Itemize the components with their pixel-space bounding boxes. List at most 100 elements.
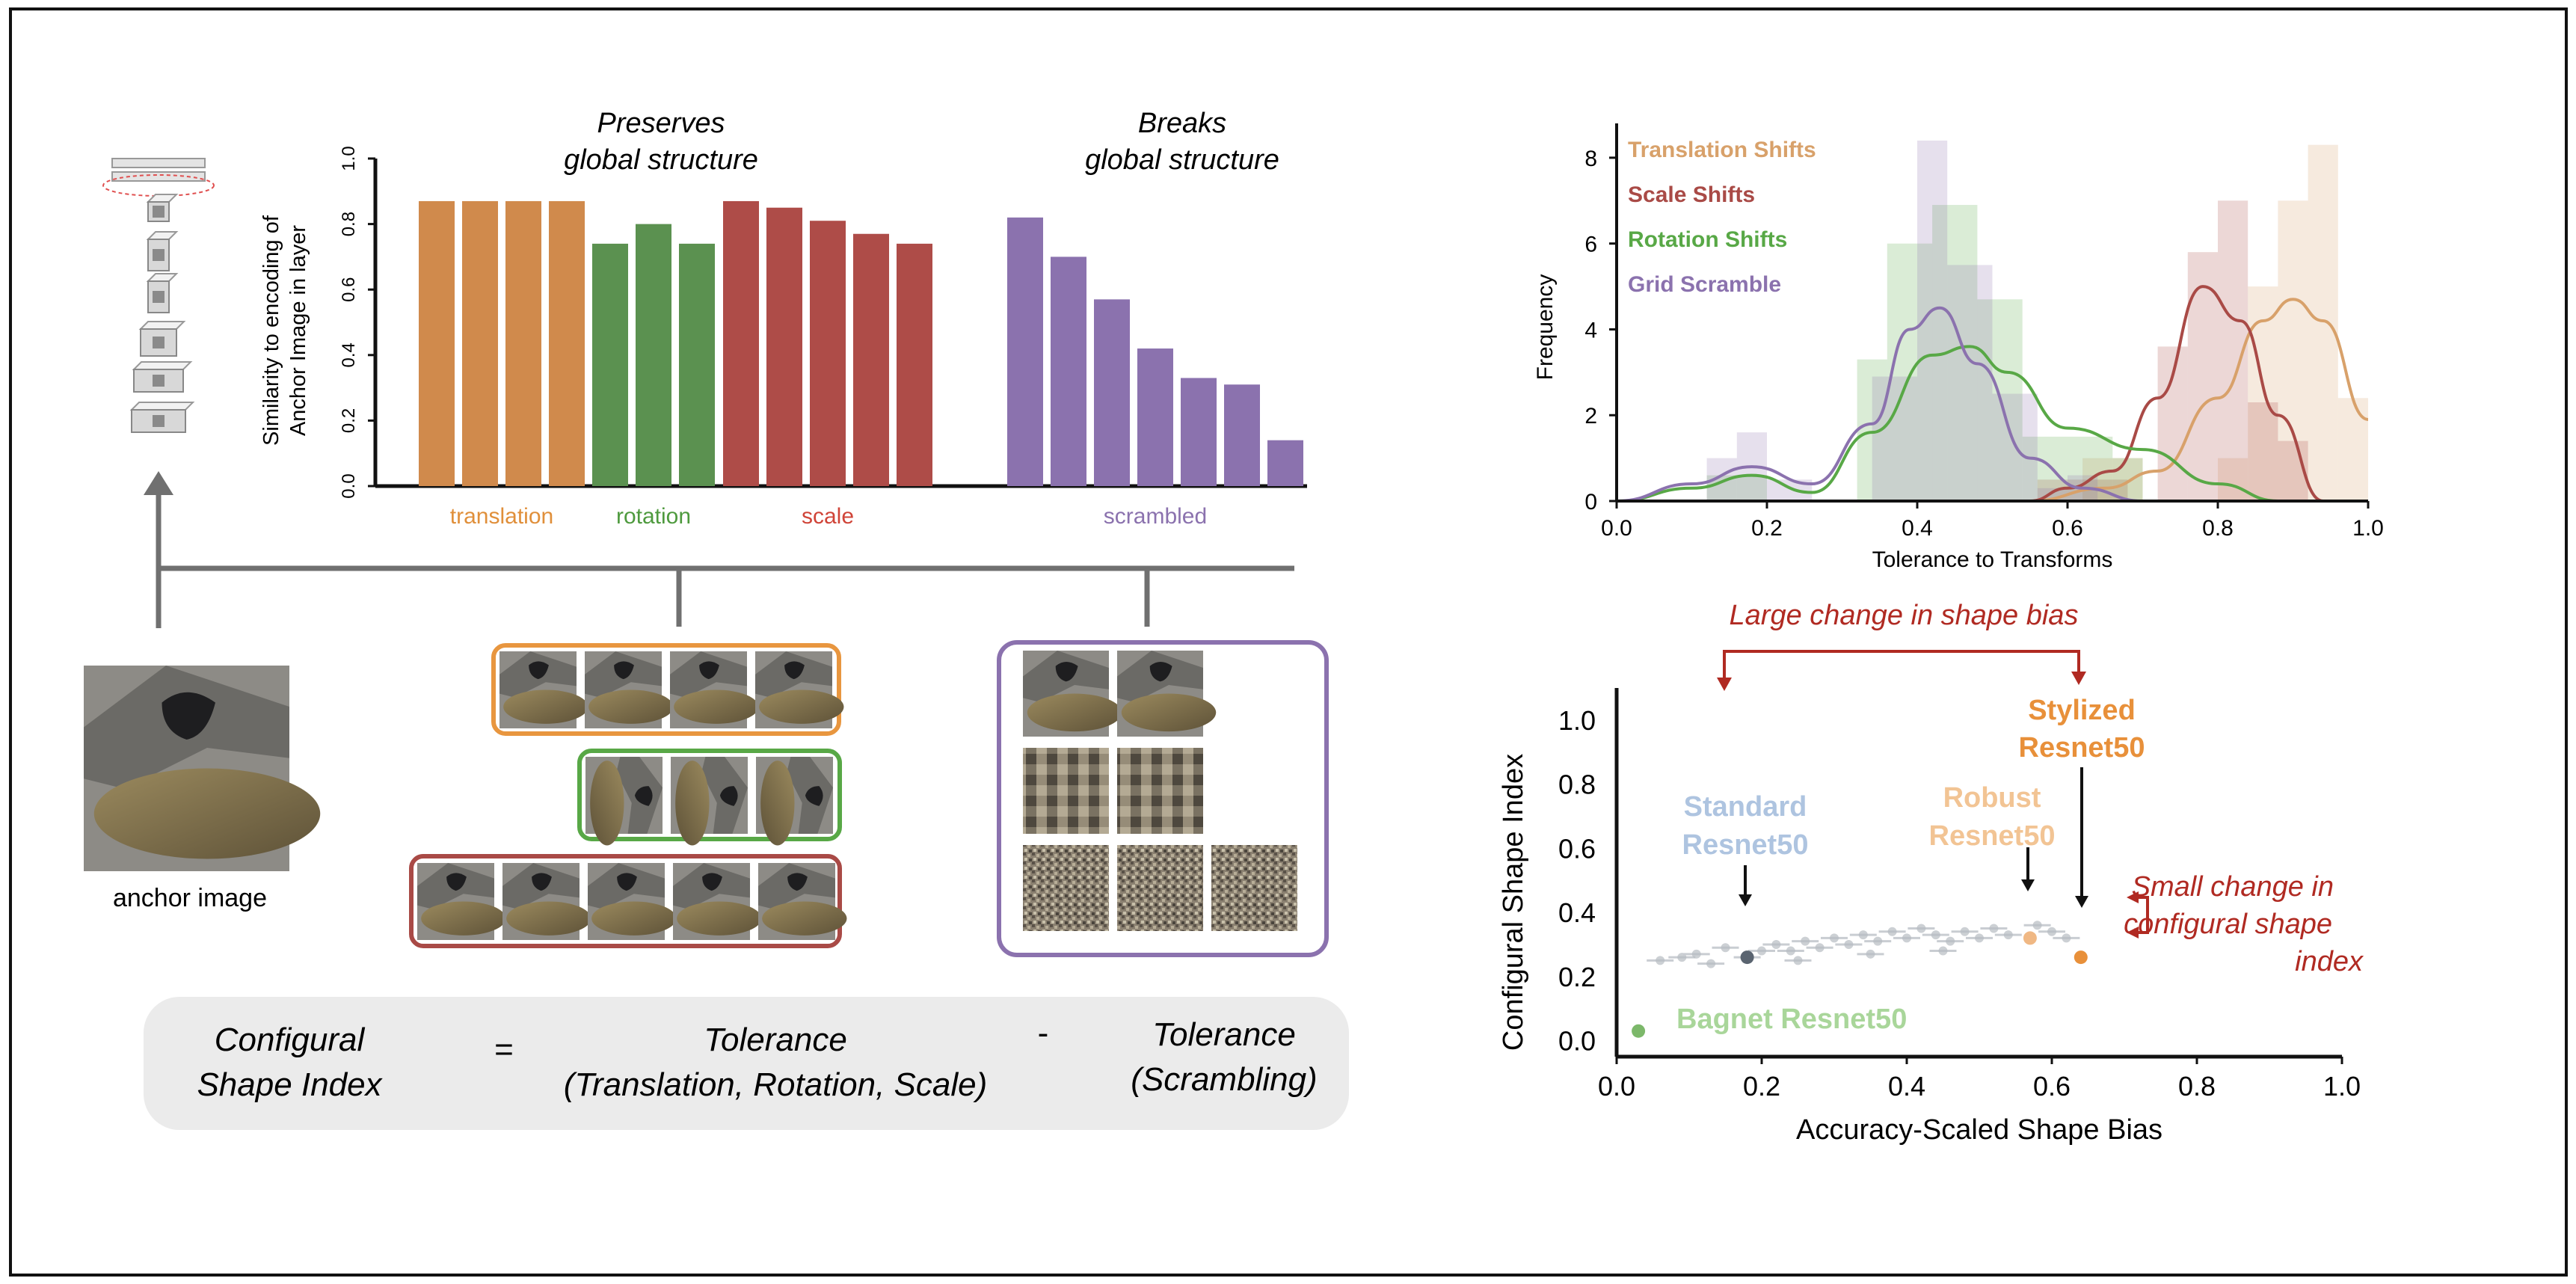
network-kernel bbox=[153, 415, 165, 427]
scatter-point bbox=[1844, 939, 1854, 949]
hist-bin bbox=[2248, 402, 2278, 501]
small-change-label: configural shape bbox=[2124, 909, 2332, 940]
hist-x-tick-label: 0.2 bbox=[1751, 516, 1783, 541]
bar-scrambled bbox=[1137, 348, 1173, 486]
scatter-point bbox=[2032, 921, 2042, 930]
label-bagnet-resnet: Bagnet Resnet50 bbox=[1676, 1004, 1907, 1035]
arrow-head-icon bbox=[2021, 879, 2035, 891]
shape-index-scatter: 0.0 0.2 0.4 0.6 0.8 1.0 1.0 0.8 0.6 0.4 0.2 0.0 Accu… bbox=[1498, 688, 2364, 1146]
rotation-box bbox=[577, 749, 842, 841]
small-change-label: index bbox=[2295, 946, 2364, 977]
network-schematic-icon bbox=[102, 158, 215, 433]
arrow-left-icon bbox=[2127, 891, 2139, 903]
legend-entry: Translation Shifts bbox=[1628, 138, 1816, 162]
scatter-point bbox=[2047, 927, 2056, 936]
network-block-top bbox=[146, 273, 179, 282]
network-block-top bbox=[132, 361, 193, 370]
eq-equals: = bbox=[494, 1031, 514, 1068]
hist-ylabel: Frequency bbox=[1533, 274, 1558, 381]
arrow-head-icon bbox=[1739, 894, 1752, 906]
title-preserves-line2: global structure bbox=[564, 144, 758, 176]
label-robust-resnet: Robust bbox=[1943, 782, 2041, 814]
scatter-x-tick-label: 0.4 bbox=[1888, 1071, 1925, 1102]
bar-scrambled bbox=[1094, 299, 1130, 486]
label-stylized-resnet: Stylized bbox=[2028, 695, 2136, 726]
eq-lhs-line2: Shape Index bbox=[197, 1066, 383, 1103]
scrambled-thumbnail bbox=[1023, 748, 1109, 834]
hist-bin bbox=[1932, 205, 1978, 501]
scatter-point bbox=[1801, 936, 1810, 946]
network-block-top bbox=[138, 321, 186, 330]
hist-bin bbox=[2308, 144, 2338, 501]
scatter-point bbox=[1938, 946, 1948, 956]
label-robust-resnet-line2: Resnet50 bbox=[1929, 820, 2056, 852]
hist-y-tick-label: 0 bbox=[1584, 490, 1597, 514]
bar-rotation bbox=[636, 224, 671, 486]
transformed-thumbnail bbox=[502, 863, 591, 940]
bar-translation bbox=[549, 200, 585, 486]
highlight-point bbox=[2023, 931, 2037, 945]
bar-scale bbox=[766, 207, 802, 486]
group-label-rotation: rotation bbox=[616, 504, 691, 529]
legend-entry: Rotation Shifts bbox=[1628, 227, 1787, 252]
label-stylized-resnet-line2: Resnet50 bbox=[2019, 732, 2145, 764]
hist-y-tick-label: 6 bbox=[1584, 233, 1597, 257]
bar-scale bbox=[897, 243, 932, 486]
scatter-point bbox=[1656, 956, 1665, 965]
scramble-box bbox=[997, 640, 1329, 957]
scatter-xlabel: Accuracy-Scaled Shape Bias bbox=[1796, 1114, 2162, 1146]
bar-translation bbox=[505, 200, 541, 486]
kde-curve bbox=[2029, 298, 2369, 503]
scatter-x-tick-label: 0.2 bbox=[1743, 1071, 1780, 1102]
scatter-point bbox=[1960, 927, 1970, 936]
network-kernel bbox=[153, 206, 165, 218]
translation-box bbox=[491, 643, 841, 736]
bar-translation bbox=[419, 200, 455, 486]
hist-bin bbox=[2218, 458, 2248, 501]
scatter-point bbox=[1902, 933, 1911, 943]
scatter-y-tick-label: 0.2 bbox=[1558, 962, 1596, 992]
scatter-point bbox=[1706, 959, 1716, 968]
transformed-thumbnail bbox=[755, 651, 844, 728]
kde-curve bbox=[1616, 306, 2143, 503]
network-layer bbox=[111, 158, 206, 168]
bar-y-tick-label: 0.4 bbox=[339, 342, 359, 367]
large-change-label: Large change in shape bias bbox=[1730, 600, 2079, 631]
scrambled-thumbnail bbox=[1117, 748, 1203, 834]
hist-x-tick-label: 0.0 bbox=[1601, 516, 1632, 541]
scatter-x-tick-label: 1.0 bbox=[2323, 1071, 2361, 1102]
arrow-down-icon bbox=[1717, 678, 1732, 691]
title-breaks: Breaks bbox=[1138, 108, 1226, 139]
group-label-scale: scale bbox=[802, 504, 854, 529]
scrambled-thumbnail bbox=[1023, 651, 1122, 737]
arrow-up-icon bbox=[144, 471, 173, 495]
highlight-point bbox=[1632, 1024, 1646, 1038]
transformed-images bbox=[409, 640, 1329, 957]
bar-scrambled bbox=[1267, 440, 1303, 486]
scatter-point bbox=[1931, 930, 1940, 940]
hist-bin bbox=[2112, 458, 2143, 501]
scatter-y-tick-label: 0.4 bbox=[1558, 897, 1596, 928]
bar-scrambled bbox=[1007, 217, 1043, 486]
bar-scrambled bbox=[1224, 384, 1260, 486]
scatter-y-tick-label: 0.6 bbox=[1558, 833, 1596, 864]
bar-rotation bbox=[592, 243, 628, 486]
bar-ylabel-line1: Similarity to encoding of bbox=[259, 215, 283, 446]
hist-bin bbox=[2278, 200, 2308, 501]
bar-scrambled bbox=[1181, 378, 1217, 486]
arrow-down-icon bbox=[2071, 672, 2086, 685]
group-label-scrambled: scrambled bbox=[1104, 504, 1207, 529]
network-block-top bbox=[146, 231, 179, 240]
hist-bin bbox=[2022, 436, 2053, 501]
bar-scale bbox=[853, 233, 889, 486]
scrambled-thumbnail bbox=[1023, 845, 1109, 931]
title-breaks-line2: global structure bbox=[1085, 144, 1279, 176]
equation-background bbox=[144, 997, 1349, 1130]
bar-y-tick-label: 0.0 bbox=[339, 473, 359, 498]
eq-term1-line1: Tolerance bbox=[704, 1022, 847, 1058]
scatter-point bbox=[1830, 933, 1839, 943]
legend-entry: Grid Scramble bbox=[1628, 272, 1781, 297]
network-block bbox=[131, 409, 186, 433]
bar-y-tick-label: 0.2 bbox=[339, 408, 359, 433]
